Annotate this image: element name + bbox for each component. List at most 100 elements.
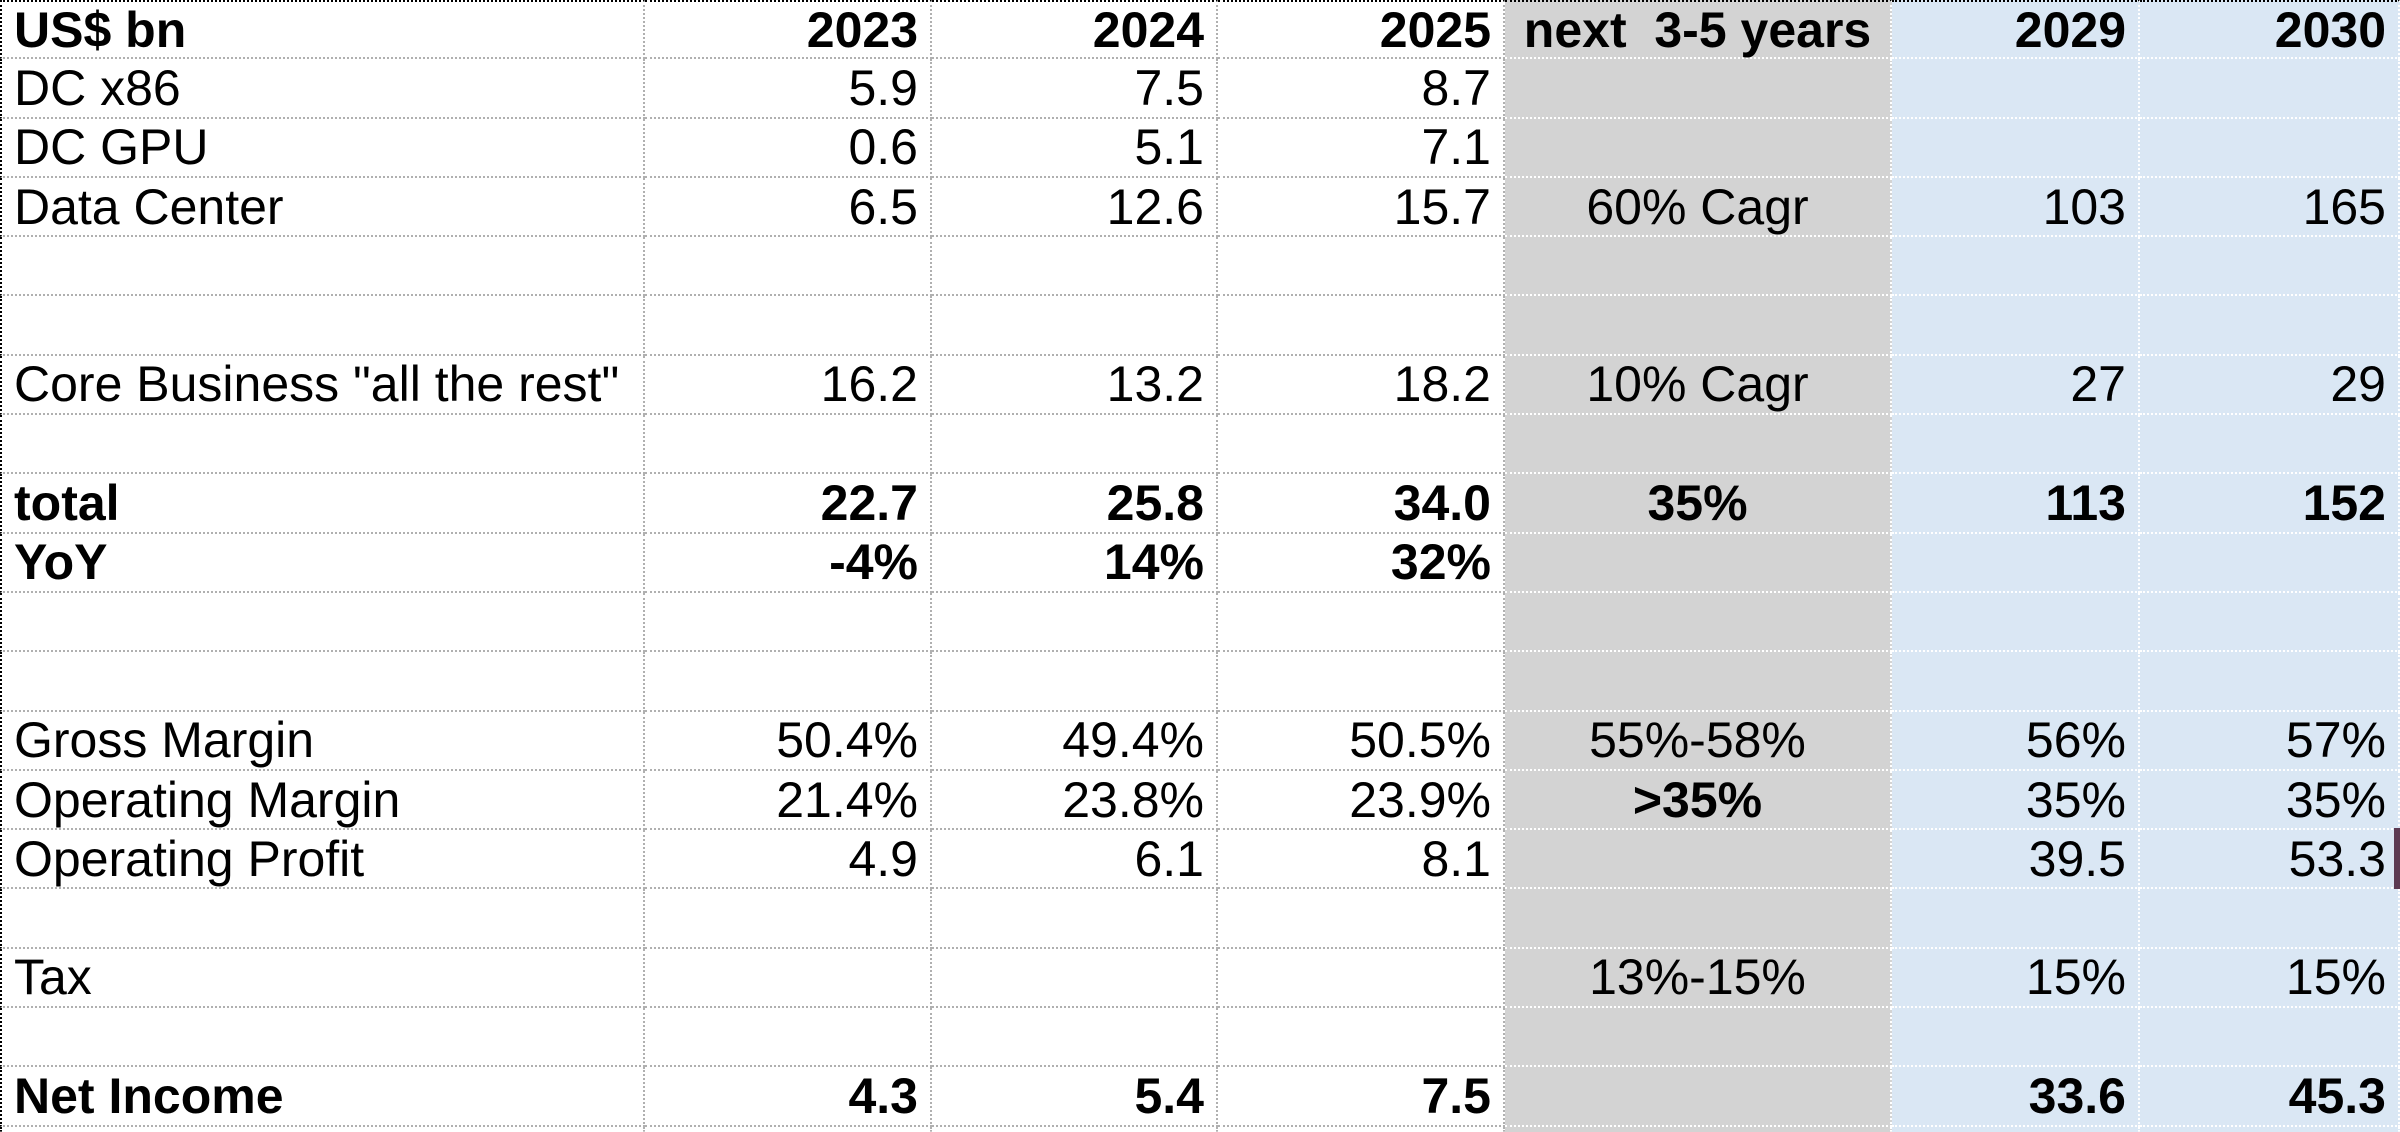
value-cell[interactable] bbox=[1218, 652, 1505, 712]
value-cell[interactable] bbox=[932, 652, 1218, 712]
value-cell[interactable] bbox=[2140, 118, 2400, 178]
column-header-y2023[interactable]: 2023 bbox=[645, 0, 932, 60]
row-label-cell[interactable]: Gross Margin bbox=[0, 711, 645, 771]
value-cell[interactable]: 33.6 bbox=[1892, 1067, 2140, 1127]
value-cell[interactable] bbox=[1892, 652, 2140, 712]
value-cell[interactable] bbox=[932, 296, 1218, 356]
value-cell[interactable]: 45.3 bbox=[2140, 1067, 2400, 1127]
value-cell[interactable] bbox=[1218, 1008, 1505, 1068]
value-cell[interactable]: 49.4% bbox=[932, 711, 1218, 771]
row-label-cell[interactable] bbox=[0, 1008, 645, 1068]
value-cell[interactable] bbox=[1892, 889, 2140, 949]
value-cell[interactable] bbox=[2140, 889, 2400, 949]
column-header-y2025[interactable]: 2025 bbox=[1218, 0, 1505, 60]
value-cell[interactable]: 53.3 bbox=[2140, 828, 2400, 890]
row-label-cell[interactable]: YoY bbox=[0, 533, 645, 593]
value-cell[interactable]: 23.9% bbox=[1218, 770, 1505, 831]
value-cell[interactable] bbox=[932, 889, 1218, 949]
value-cell[interactable] bbox=[2140, 1008, 2400, 1068]
row-label-cell[interactable] bbox=[0, 592, 645, 653]
value-cell[interactable]: 32% bbox=[1218, 533, 1505, 593]
value-cell[interactable]: 8.7 bbox=[1218, 59, 1505, 119]
value-cell[interactable]: 5.4 bbox=[932, 1067, 1218, 1127]
value-cell[interactable]: 4.9 bbox=[645, 830, 932, 890]
row-label-cell[interactable]: Operating Margin bbox=[0, 770, 645, 831]
value-cell[interactable]: 57% bbox=[2140, 711, 2400, 771]
value-cell[interactable]: 8.1 bbox=[1218, 830, 1505, 890]
value-cell[interactable]: 113 bbox=[1892, 474, 2140, 534]
value-cell[interactable] bbox=[1505, 237, 1892, 297]
value-cell[interactable] bbox=[932, 1008, 1218, 1068]
value-cell[interactable]: 7.5 bbox=[932, 59, 1218, 119]
value-cell[interactable] bbox=[1892, 59, 2140, 119]
value-cell[interactable] bbox=[1892, 118, 2140, 178]
row-label-cell[interactable] bbox=[0, 237, 645, 297]
column-header-label[interactable]: US$ bn bbox=[0, 0, 645, 60]
value-cell[interactable] bbox=[932, 948, 1218, 1009]
row-label-cell[interactable]: DC x86 bbox=[0, 59, 645, 119]
value-cell[interactable]: 21.4% bbox=[645, 770, 932, 831]
value-cell[interactable]: 7.5 bbox=[1218, 1067, 1505, 1127]
value-cell[interactable]: 22.7 bbox=[645, 474, 932, 534]
partial-row-cell[interactable] bbox=[1218, 1126, 1505, 1132]
row-label-cell[interactable] bbox=[0, 296, 645, 356]
value-cell[interactable] bbox=[1505, 59, 1892, 119]
partial-row-cell[interactable] bbox=[1892, 1126, 2140, 1132]
value-cell[interactable]: 6.5 bbox=[645, 177, 932, 238]
value-cell[interactable]: 103 bbox=[1892, 177, 2140, 238]
value-cell[interactable] bbox=[932, 415, 1218, 475]
value-cell[interactable]: 35% bbox=[2140, 770, 2400, 831]
value-cell[interactable] bbox=[1218, 889, 1505, 949]
value-cell[interactable] bbox=[1218, 415, 1505, 475]
row-label-cell[interactable]: Core Business "all the rest" bbox=[0, 355, 645, 416]
value-cell[interactable]: -4% bbox=[645, 533, 932, 593]
value-cell[interactable]: 7.1 bbox=[1218, 118, 1505, 178]
partial-row-cell[interactable] bbox=[1505, 1126, 1892, 1132]
value-cell[interactable] bbox=[1505, 889, 1892, 949]
column-header-y2024[interactable]: 2024 bbox=[932, 0, 1218, 60]
value-cell[interactable]: >35% bbox=[1505, 770, 1892, 831]
value-cell[interactable] bbox=[1218, 296, 1505, 356]
value-cell[interactable]: 152 bbox=[2140, 474, 2400, 534]
value-cell[interactable]: 25.8 bbox=[932, 474, 1218, 534]
row-label-cell[interactable]: DC GPU bbox=[0, 118, 645, 178]
value-cell[interactable]: 29 bbox=[2140, 355, 2400, 416]
value-cell[interactable] bbox=[1892, 237, 2140, 297]
partial-row-cell[interactable] bbox=[2140, 1126, 2400, 1132]
value-cell[interactable]: 0.6 bbox=[645, 118, 932, 178]
value-cell[interactable]: 16.2 bbox=[645, 355, 932, 416]
value-cell[interactable] bbox=[1218, 592, 1505, 653]
value-cell[interactable] bbox=[2140, 237, 2400, 297]
value-cell[interactable] bbox=[645, 237, 932, 297]
value-cell[interactable]: 12.6 bbox=[932, 177, 1218, 238]
value-cell[interactable] bbox=[2140, 415, 2400, 475]
value-cell[interactable]: 50.4% bbox=[645, 711, 932, 771]
value-cell[interactable]: 6.1 bbox=[932, 830, 1218, 890]
column-header-y2029[interactable]: 2029 bbox=[1892, 0, 2140, 60]
value-cell[interactable]: 35% bbox=[1505, 474, 1892, 534]
value-cell[interactable] bbox=[645, 415, 932, 475]
value-cell[interactable]: 13%-15% bbox=[1505, 948, 1892, 1009]
value-cell[interactable] bbox=[2140, 533, 2400, 593]
value-cell[interactable] bbox=[645, 948, 932, 1009]
value-cell[interactable] bbox=[1892, 533, 2140, 593]
column-header-y2030[interactable]: 2030 bbox=[2140, 0, 2400, 60]
value-cell[interactable] bbox=[645, 652, 932, 712]
value-cell[interactable]: 39.5 bbox=[1892, 830, 2140, 890]
partial-row-cell[interactable] bbox=[932, 1126, 1218, 1132]
value-cell[interactable] bbox=[1505, 296, 1892, 356]
value-cell[interactable] bbox=[1892, 592, 2140, 653]
value-cell[interactable]: 5.9 bbox=[645, 59, 932, 119]
value-cell[interactable] bbox=[1218, 948, 1505, 1009]
value-cell[interactable] bbox=[2140, 59, 2400, 119]
row-label-cell[interactable]: Tax bbox=[0, 948, 645, 1009]
value-cell[interactable] bbox=[645, 296, 932, 356]
row-label-cell[interactable]: total bbox=[0, 474, 645, 534]
value-cell[interactable]: 15.7 bbox=[1218, 177, 1505, 238]
value-cell[interactable]: 50.5% bbox=[1218, 711, 1505, 771]
row-label-cell[interactable] bbox=[0, 415, 645, 475]
value-cell[interactable]: 60% Cagr bbox=[1505, 177, 1892, 238]
row-label-cell[interactable] bbox=[0, 652, 645, 712]
value-cell[interactable] bbox=[2140, 592, 2400, 653]
partial-row-cell[interactable] bbox=[645, 1126, 932, 1132]
